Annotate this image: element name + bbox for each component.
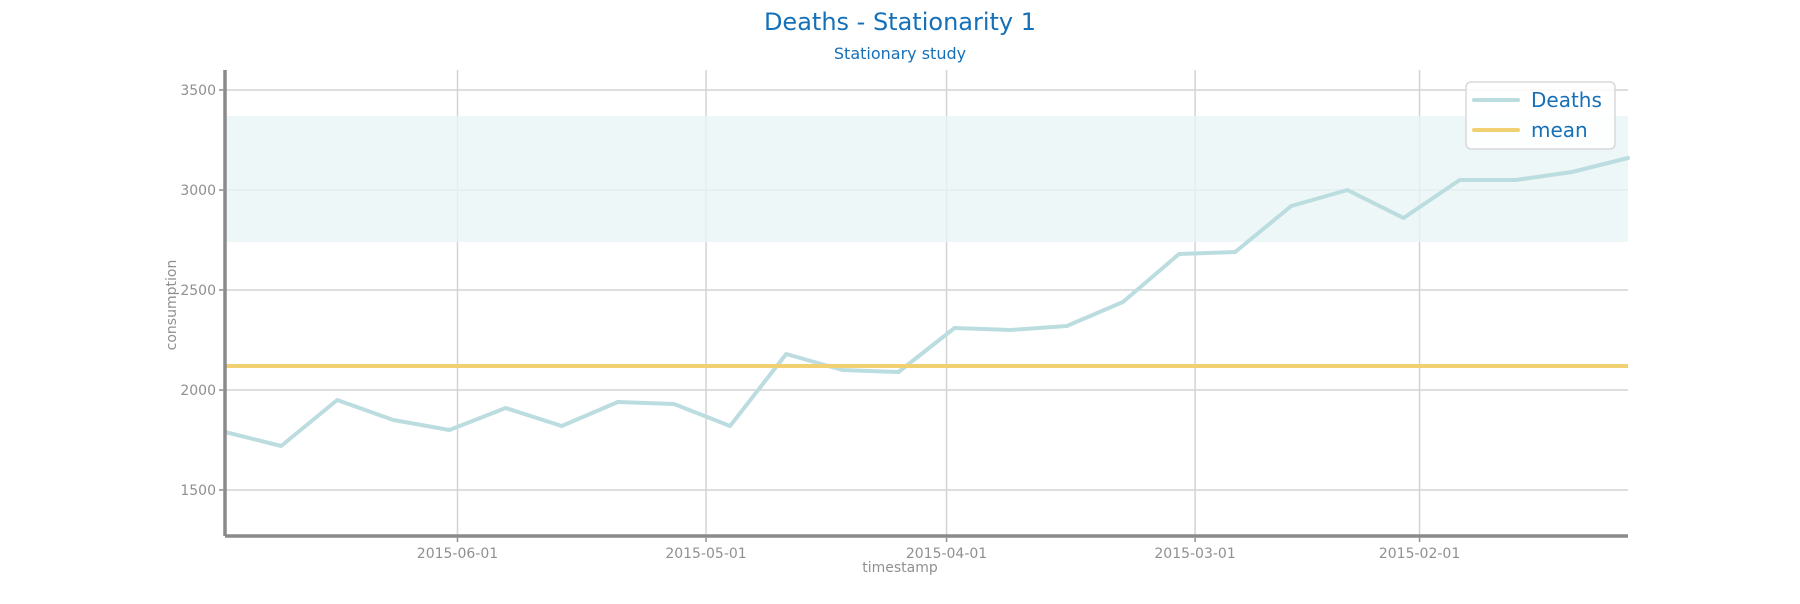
chart-title: Deaths - Stationarity 1 xyxy=(764,8,1036,36)
deaths-point xyxy=(896,370,900,374)
axes xyxy=(223,70,1628,538)
deaths-point xyxy=(1626,156,1630,160)
deaths-point xyxy=(672,402,676,406)
x-tick-label: 2015-05-01 xyxy=(665,546,746,562)
deaths-point xyxy=(560,424,564,428)
deaths-point xyxy=(616,400,620,404)
deaths-point xyxy=(728,424,732,428)
deaths-point xyxy=(1570,170,1574,174)
y-tick-label: 2500 xyxy=(180,283,216,299)
deaths-point xyxy=(1402,216,1406,220)
x-tick-label: 2015-03-01 xyxy=(1154,546,1235,562)
y-axis-label: consumption xyxy=(164,260,180,351)
tick-labels: 1500 2000 2500 3000 3500 2015-06-01 2015-05-01… xyxy=(180,83,1460,562)
deaths-point xyxy=(1009,328,1013,332)
legend-label-deaths: Deaths xyxy=(1531,88,1602,112)
series-line-deaths xyxy=(223,156,1630,448)
deaths-point xyxy=(1458,178,1462,182)
legend-label-mean: mean xyxy=(1531,118,1588,142)
deaths-point xyxy=(1065,324,1069,328)
deaths-point xyxy=(335,398,339,402)
deaths-point xyxy=(447,428,451,432)
deaths-point xyxy=(504,406,508,410)
deaths-point xyxy=(279,444,283,448)
deaths-point xyxy=(1345,188,1349,192)
deaths-point xyxy=(1177,252,1181,256)
y-tick-label: 3500 xyxy=(180,83,216,99)
y-tick-label: 3000 xyxy=(180,183,216,199)
x-tick-label: 2015-02-01 xyxy=(1379,546,1460,562)
x-tick-label: 2015-04-01 xyxy=(906,546,987,562)
chart-subtitle: Stationary study xyxy=(834,44,966,63)
x-axis-label: timestamp xyxy=(862,560,938,576)
y-tick-label: 1500 xyxy=(180,483,216,499)
confidence-band xyxy=(225,116,1628,242)
band-area xyxy=(225,116,1628,242)
y-tick-label: 2000 xyxy=(180,383,216,399)
deaths-point xyxy=(953,326,957,330)
deaths-point xyxy=(840,368,844,372)
deaths-point xyxy=(1514,178,1518,182)
deaths-point xyxy=(1121,300,1125,304)
deaths-point xyxy=(784,352,788,356)
x-tick-label: 2015-06-01 xyxy=(417,546,498,562)
deaths-point xyxy=(391,418,395,422)
deaths-point xyxy=(1233,250,1237,254)
deaths-point xyxy=(1289,204,1293,208)
legend: Deaths mean xyxy=(1465,81,1616,150)
